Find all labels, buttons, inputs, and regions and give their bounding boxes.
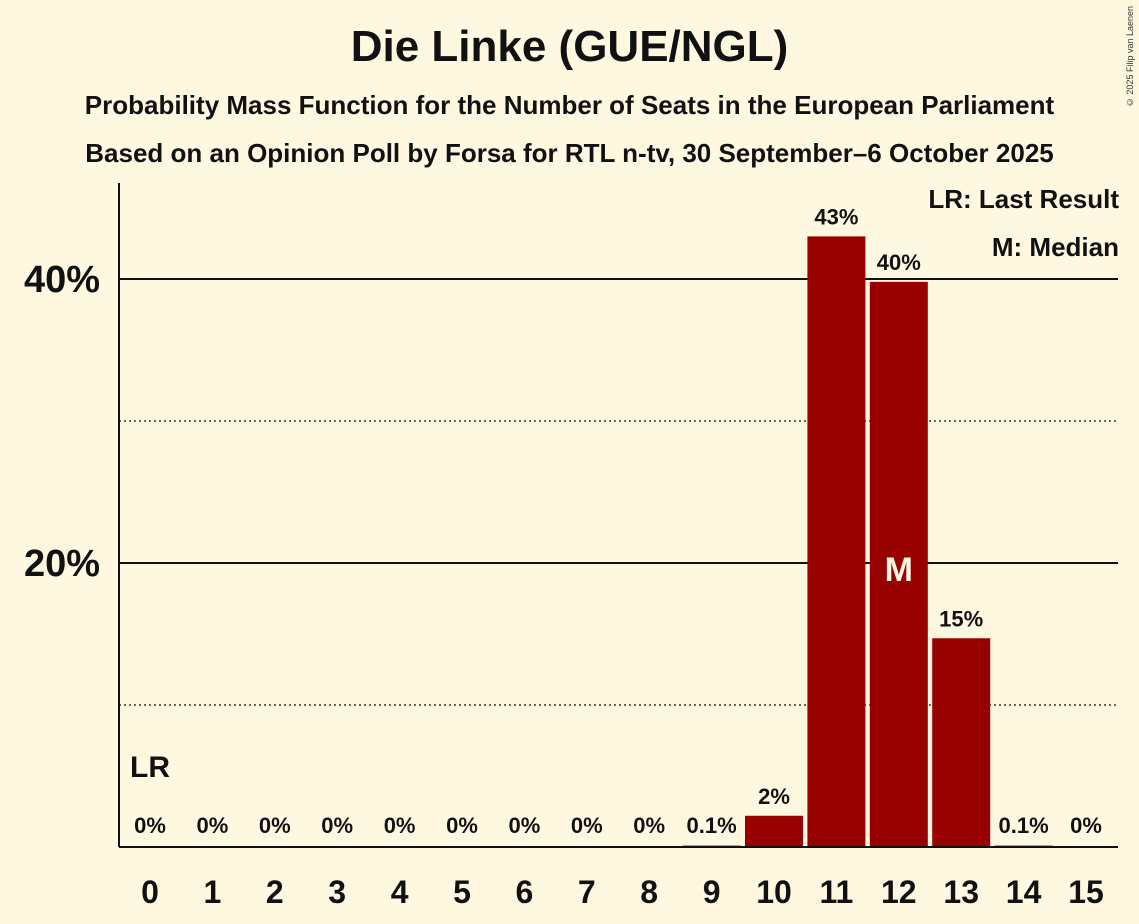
- data-label-seat-9: 0.1%: [687, 813, 737, 838]
- bar-seat-10: [745, 815, 803, 847]
- chart-subtitle: Probability Mass Function for the Number…: [84, 90, 1055, 120]
- y-tick-label-0: 20%: [24, 543, 100, 585]
- data-label-seat-5: 0%: [446, 813, 478, 838]
- y-tick-label-1: 40%: [24, 259, 100, 301]
- data-label-seat-14: 0.1%: [999, 813, 1049, 838]
- x-tick-label-11: 11: [819, 874, 853, 910]
- x-tick-label-0: 0: [141, 874, 159, 910]
- x-tick-label-2: 2: [266, 874, 284, 910]
- legend-last-result: LR: Last Result: [928, 184, 1119, 214]
- x-tick-label-8: 8: [640, 874, 658, 910]
- x-tick-label-15: 15: [1068, 874, 1104, 910]
- data-label-seat-10: 2%: [758, 784, 790, 809]
- data-label-seat-1: 0%: [197, 813, 229, 838]
- data-label-seat-4: 0%: [384, 813, 416, 838]
- x-tick-label-9: 9: [703, 874, 721, 910]
- x-tick-label-5: 5: [453, 874, 471, 910]
- legend-median: M: Median: [991, 232, 1119, 262]
- chart-title: Die Linke (GUE/NGL): [350, 22, 789, 71]
- x-tick-label-1: 1: [204, 874, 222, 910]
- bar-seat-12: [869, 281, 928, 848]
- data-label-seat-11: 43%: [814, 204, 858, 229]
- last-result-marker: LR: [130, 751, 170, 784]
- x-tick-label-6: 6: [516, 874, 534, 910]
- data-label-seat-12: 40%: [877, 250, 921, 275]
- data-label-seat-13: 15%: [939, 606, 983, 631]
- x-tick-label-14: 14: [1006, 874, 1042, 910]
- x-tick-label-12: 12: [881, 874, 917, 910]
- data-label-seat-8: 0%: [633, 813, 665, 838]
- x-tick-label-4: 4: [391, 874, 409, 910]
- data-label-seat-7: 0%: [571, 813, 603, 838]
- data-label-seat-3: 0%: [321, 813, 353, 838]
- x-tick-label-7: 7: [578, 874, 596, 910]
- data-label-seat-6: 0%: [509, 813, 541, 838]
- median-marker: M: [885, 551, 913, 589]
- bar-seat-11: [807, 236, 866, 847]
- data-label-seat-0: 0%: [134, 813, 166, 838]
- chart-subtitle-poll: Based on an Opinion Poll by Forsa for RT…: [85, 138, 1054, 168]
- x-tick-label-13: 13: [943, 874, 979, 910]
- bar-seat-13: [932, 638, 991, 847]
- data-label-seat-15: 0%: [1070, 813, 1102, 838]
- x-tick-label-3: 3: [328, 874, 346, 910]
- x-tick-label-10: 10: [756, 874, 792, 910]
- data-label-seat-2: 0%: [259, 813, 291, 838]
